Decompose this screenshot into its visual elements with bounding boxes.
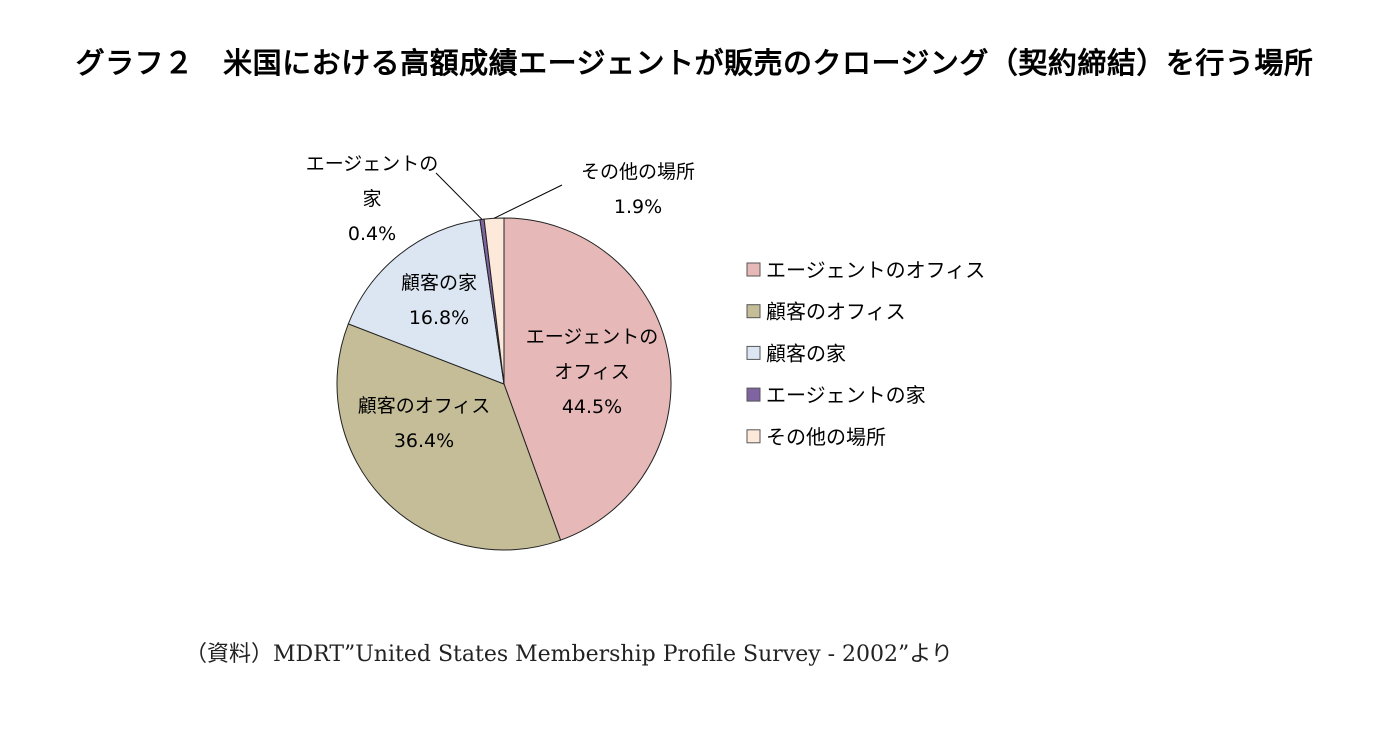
leader-line-other-place xyxy=(493,184,563,219)
slice-label-other-place: その他の場所 xyxy=(581,161,695,183)
legend-swatch-agent-home xyxy=(746,387,761,402)
legend-label-other-place: その他の場所 xyxy=(766,425,886,449)
legend-swatch-client-office xyxy=(746,304,761,319)
slice-label-agent-home: エージェントの xyxy=(306,153,439,175)
slice-label-agent-office: オフィス xyxy=(554,361,630,383)
slice-label-agent-office: 44.5% xyxy=(562,396,622,418)
slice-label-other-place: 1.9% xyxy=(614,196,662,218)
leader-lines xyxy=(435,172,563,220)
legend-label-agent-office: エージェントのオフィス xyxy=(766,258,985,282)
slice-agent-office xyxy=(503,217,672,541)
chart-title: グラフ２ 米国における高額成績エージェントが販売のクロージング（契約締結）を行う… xyxy=(75,46,1314,80)
slice-labels: エージェントのオフィス44.5%顧客のオフィス36.4%顧客の家16.8%エージ… xyxy=(306,153,695,452)
slice-label-client-office: 顧客のオフィス xyxy=(358,395,491,417)
slice-label-agent-home: 家 xyxy=(362,188,381,210)
slice-label-client-office: 36.4% xyxy=(394,430,454,452)
legend-swatch-agent-office xyxy=(746,262,761,277)
pie-slices xyxy=(336,217,672,551)
legend-label-client-home: 顧客の家 xyxy=(766,341,846,365)
slice-label-agent-home: 0.4% xyxy=(348,223,396,245)
legend-label-agent-home: エージェントの家 xyxy=(766,383,926,407)
leader-line-agent-home xyxy=(435,172,483,220)
slice-other-place xyxy=(483,217,505,385)
legend-swatch-other-place xyxy=(746,429,761,444)
source-note: （資料）MDRT”United States Membership Profil… xyxy=(185,642,953,667)
slice-client-home xyxy=(347,219,505,385)
slice-label-client-home: 16.8% xyxy=(409,307,469,329)
legend-label-client-office: 顧客のオフィス xyxy=(766,300,906,324)
legend-swatch-client-home xyxy=(746,345,761,360)
slice-client-office xyxy=(336,323,562,551)
slice-label-agent-office: エージェントの xyxy=(526,326,659,348)
slice-label-client-home: 顧客の家 xyxy=(401,272,477,294)
